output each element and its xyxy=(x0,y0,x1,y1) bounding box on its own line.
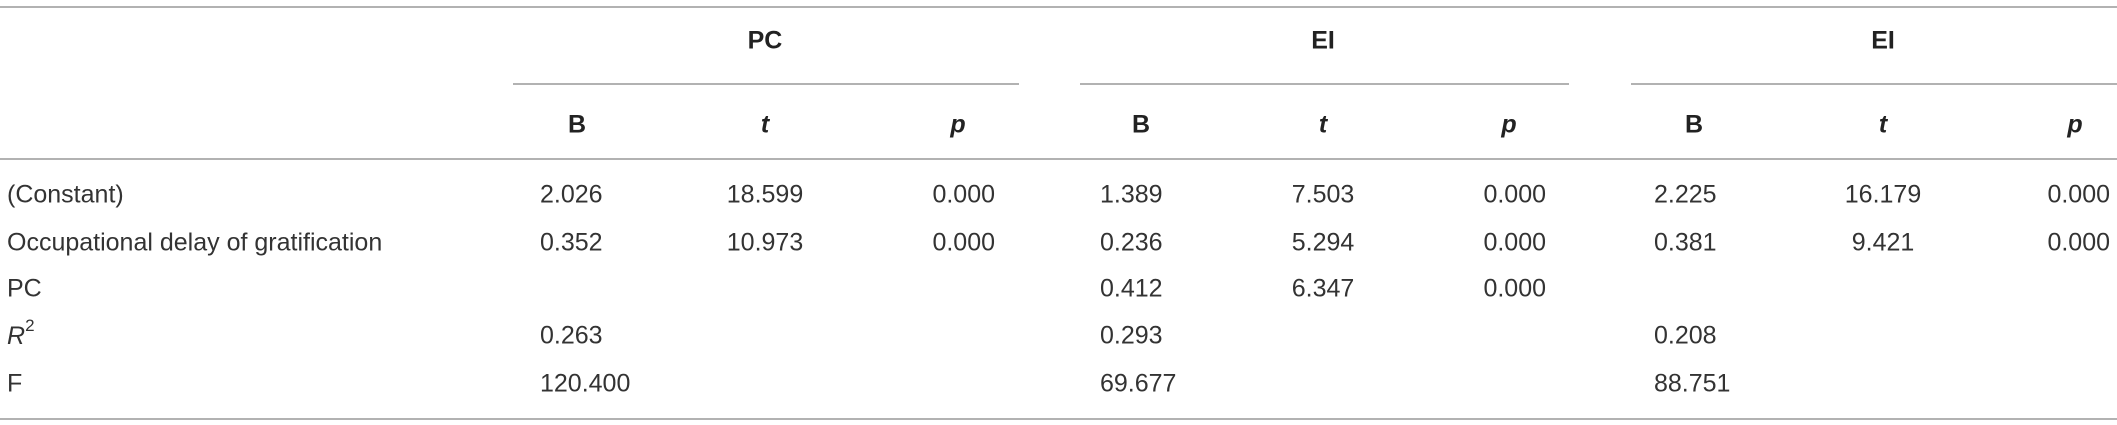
row-label-sup: 2 xyxy=(25,316,34,335)
row-label-base: R xyxy=(7,322,25,350)
cell: 2.026 xyxy=(540,181,603,209)
column-header: t xyxy=(1879,111,1889,139)
group-title: EI xyxy=(1311,27,1335,55)
cell: 120.400 xyxy=(540,370,630,398)
cell: 0.263 xyxy=(540,322,603,350)
cell: 0.412 xyxy=(1100,275,1163,303)
cell: 0.000 xyxy=(932,229,995,257)
cell: 5.294 xyxy=(1292,229,1355,257)
cell: 9.421 xyxy=(1852,229,1915,257)
column-header: B xyxy=(568,111,586,139)
row-label: PC xyxy=(7,275,42,303)
row-label: Occupational delay of gratification xyxy=(7,229,382,257)
cell: 0.208 xyxy=(1654,322,1717,350)
cell: 0.000 xyxy=(932,181,995,209)
group-title: PC xyxy=(748,27,783,55)
column-header: B xyxy=(1685,111,1703,139)
column-header: p xyxy=(949,111,965,139)
cell: 0.381 xyxy=(1654,229,1717,257)
cell: 2.225 xyxy=(1654,181,1717,209)
column-header: p xyxy=(1500,111,1516,139)
cell: 0.293 xyxy=(1100,322,1163,350)
cell: 0.000 xyxy=(1483,275,1546,303)
cell: 0.000 xyxy=(1483,181,1546,209)
group-title: EI xyxy=(1871,27,1895,55)
cell: 10.973 xyxy=(727,229,803,257)
cell: 18.599 xyxy=(727,181,803,209)
column-header: p xyxy=(2066,111,2082,139)
cell: 88.751 xyxy=(1654,370,1730,398)
cell: 7.503 xyxy=(1292,181,1355,209)
row-label: R2 xyxy=(7,316,35,349)
row-label: F xyxy=(7,370,22,398)
cell: 0.352 xyxy=(540,229,603,257)
cell: 0.236 xyxy=(1100,229,1163,257)
cell: 0.000 xyxy=(2047,229,2110,257)
cell: 0.000 xyxy=(2047,181,2110,209)
column-header: t xyxy=(761,111,771,139)
cell: 6.347 xyxy=(1292,275,1355,303)
row-label: (Constant) xyxy=(7,181,124,209)
column-header: B xyxy=(1132,111,1150,139)
cell: 0.000 xyxy=(1483,229,1546,257)
cell: 16.179 xyxy=(1845,181,1921,209)
column-header: t xyxy=(1319,111,1329,139)
cell: 69.677 xyxy=(1100,370,1176,398)
cell: 1.389 xyxy=(1100,181,1163,209)
